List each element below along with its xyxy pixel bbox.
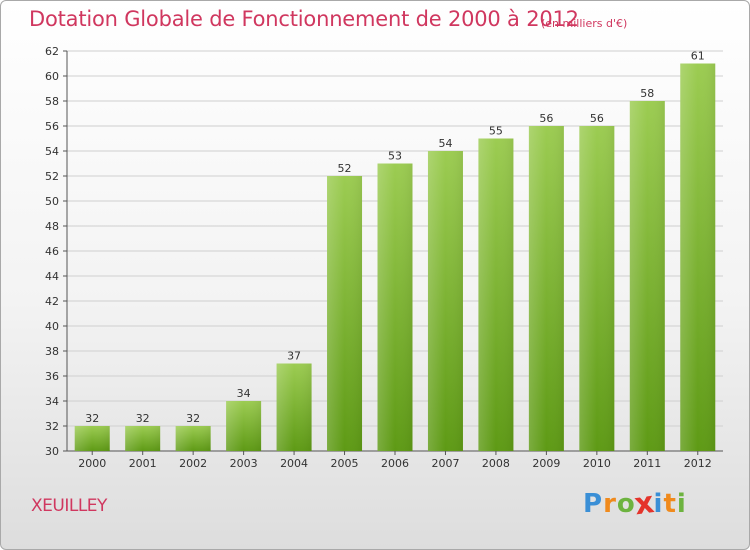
data-label-2008: 55 [489,125,503,138]
bar-shine-2009 [528,126,564,451]
y-tick-label: 46 [45,245,59,258]
y-tick-label: 50 [45,195,59,208]
data-label-2007: 54 [438,137,452,150]
bar-shine-2012 [680,63,716,451]
x-tick-label-2009: 2009 [532,457,560,470]
x-tick-label-2003: 2003 [230,457,258,470]
data-label-2004: 37 [287,350,301,363]
y-tick-label: 48 [45,220,59,233]
data-label-2000: 32 [85,412,99,425]
y-tick-label: 56 [45,120,59,133]
logo-letter: i [653,489,664,519]
y-tick-label: 36 [45,370,59,383]
x-tick-label-2007: 2007 [431,457,459,470]
bar-shine-2002 [175,426,211,451]
data-label-2012: 61 [691,50,705,63]
y-tick-label: 44 [45,270,59,283]
y-tick-label: 40 [45,320,59,333]
data-label-2002: 32 [186,412,200,425]
bars [74,63,716,451]
bar-shine-2005 [327,176,363,451]
y-tick-label: 54 [45,145,59,158]
data-label-2009: 56 [539,112,553,125]
bar-shine-2011 [629,101,665,451]
x-tick-label-2008: 2008 [482,457,510,470]
logo-letter: i [676,489,687,519]
y-tick-label: 60 [45,70,59,83]
data-label-2010: 56 [590,112,604,125]
y-tick-label: 58 [45,95,59,108]
bar-shine-2004 [276,363,312,451]
bar-shine-2003 [226,401,262,451]
x-tick-label-2004: 2004 [280,457,308,470]
chart-subtitle: (en milliers d'€) [541,17,628,30]
x-tick-label-2012: 2012 [684,457,712,470]
y-tick-label: 38 [45,345,59,358]
y-tick-label: 62 [45,45,59,58]
data-label-2011: 58 [640,87,654,100]
x-tick-label-2011: 2011 [633,457,661,470]
x-tick-label-2000: 2000 [78,457,106,470]
commune-name: XEUILLEY [31,496,107,516]
y-tick-label: 52 [45,170,59,183]
logo-letter: r [603,489,617,519]
bar-shine-2008 [478,138,514,451]
bar-shine-2006 [377,163,413,451]
data-label-2006: 53 [388,150,402,163]
bar-shine-2007 [427,151,463,451]
y-tick-label: 34 [45,395,59,408]
data-label-2001: 32 [136,412,150,425]
data-label-2003: 34 [237,387,251,400]
x-tick-label-2001: 2001 [129,457,157,470]
x-tick-label-2006: 2006 [381,457,409,470]
data-labels: 32 2000 32 2001 32 2002 34 2003 37 2004 52 2005 53 20… [78,50,712,471]
data-label-2005: 52 [338,162,352,175]
bar-shine-2010 [579,126,615,451]
logo-letter: t [663,489,677,519]
x-tick-label-2002: 2002 [179,457,207,470]
chart-title: Dotation Globale de Fonctionnement de 20… [29,7,579,31]
x-tick-label-2005: 2005 [331,457,359,470]
x-tick-label-2010: 2010 [583,457,611,470]
logo-letter: P [583,489,604,519]
y-tick-label: 42 [45,295,59,308]
y-tick-label: 32 [45,420,59,433]
logo-letter: o [616,489,636,519]
y-tick-label: 30 [45,445,59,458]
logo-letter: x [632,485,658,523]
bar-shine-2000 [74,426,110,451]
proxiti-logo[interactable]: Proxiti [583,485,687,522]
bar-shine-2001 [125,426,161,451]
